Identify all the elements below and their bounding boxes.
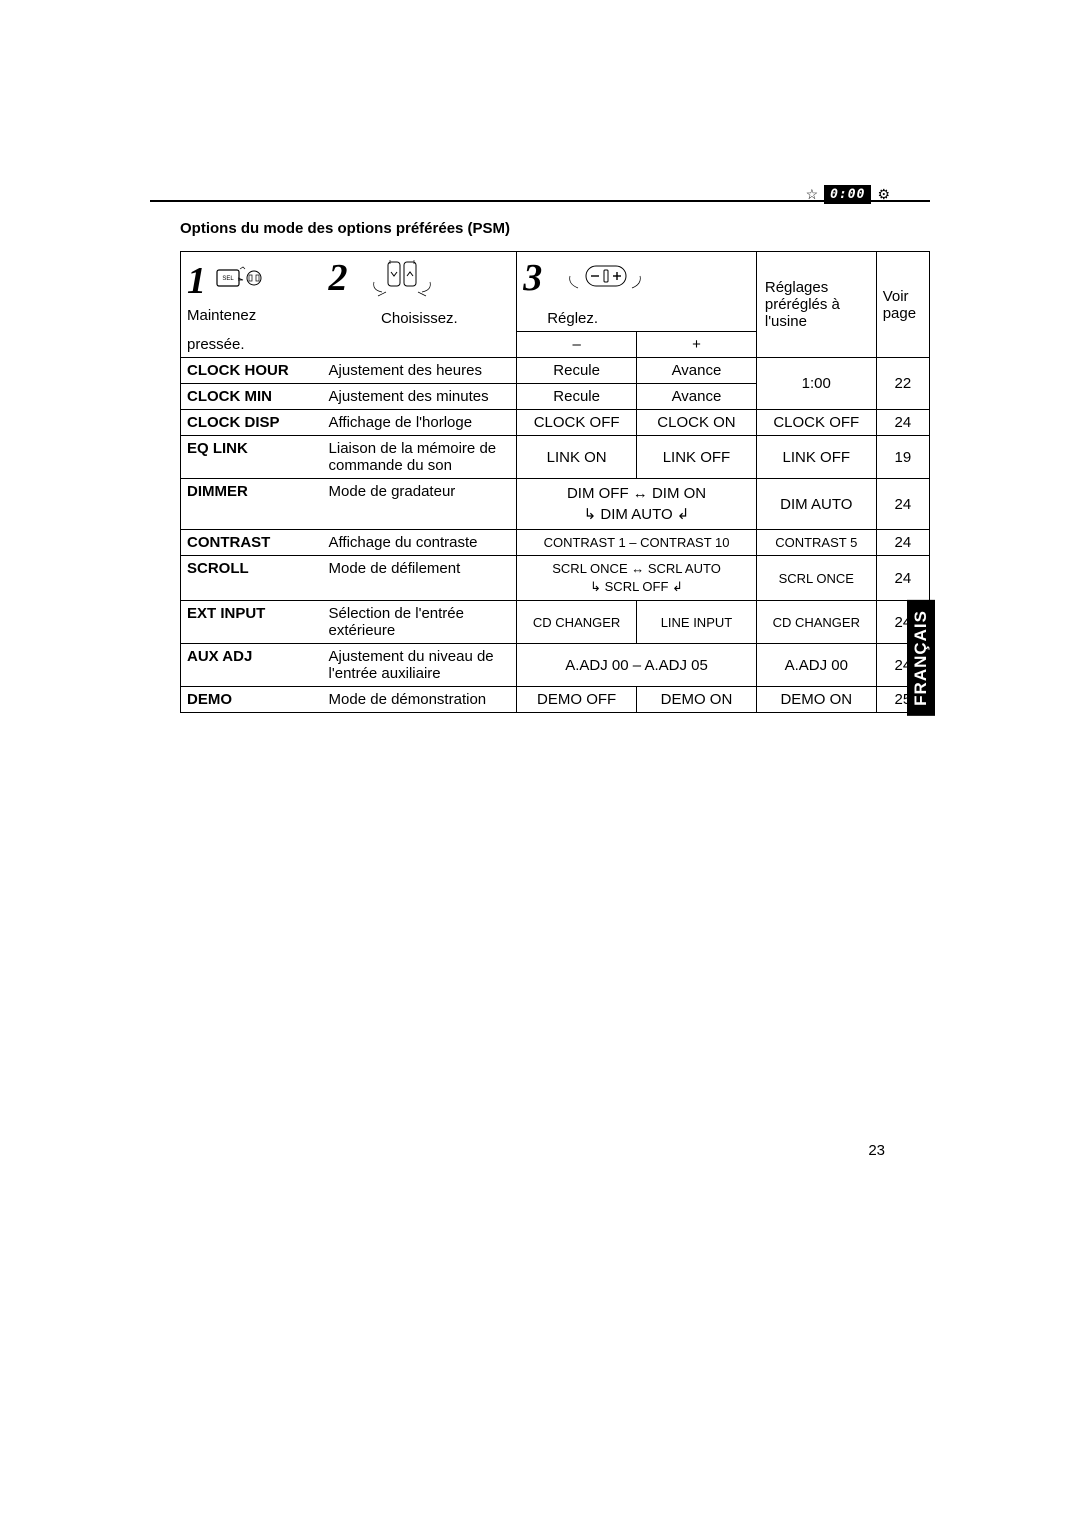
psm-desc: Mode de gradateur <box>323 479 517 530</box>
psm-desc: Liaison de la mémoire de commande du son <box>323 436 517 479</box>
table-row: SCROLL Mode de défilement SCRL ONCE ↔ SC… <box>181 556 930 601</box>
step1-label2: pressée. <box>181 332 323 358</box>
page-number: 23 <box>868 1142 885 1159</box>
updown-buttons-icon <box>368 256 438 306</box>
minus-header: – <box>517 332 637 358</box>
psm-name: CLOCK HOUR <box>181 358 323 384</box>
step2-number: 2 <box>329 256 348 300</box>
psm-minus: CD CHANGER <box>517 601 637 644</box>
table-row: EQ LINK Liaison de la mémoire de command… <box>181 436 930 479</box>
psm-plus: DEMO ON <box>637 687 757 713</box>
psm-factory: 1:00 <box>756 358 876 410</box>
psm-cycle: SCRL ONCE ↔ SCRL AUTO ↳ SCRL OFF ↲ <box>517 556 757 601</box>
psm-desc: Ajustement des heures <box>323 358 517 384</box>
psm-range: CONTRAST 1 – CONTRAST 10 <box>517 530 757 556</box>
psm-plus: Avance <box>637 358 757 384</box>
psm-desc: Mode de démonstration <box>323 687 517 713</box>
psm-name: AUX ADJ <box>181 644 323 687</box>
psm-page: 19 <box>876 436 929 479</box>
psm-page: 24 <box>876 479 929 530</box>
page-header: Voir page <box>876 252 929 358</box>
psm-name: CLOCK DISP <box>181 410 323 436</box>
minus-plus-buttons-icon <box>562 256 648 306</box>
psm-plus: Avance <box>637 384 757 410</box>
psm-name: EXT INPUT <box>181 601 323 644</box>
table-row: EXT INPUT Sélection de l'entrée extérieu… <box>181 601 930 644</box>
psm-name: CLOCK MIN <box>181 384 323 410</box>
step1-label: Maintenez <box>187 307 317 324</box>
psm-desc: Sélection de l'entrée extérieure <box>323 601 517 644</box>
psm-desc: Ajustement des minutes <box>323 384 517 410</box>
psm-plus: CLOCK ON <box>637 410 757 436</box>
psm-factory: LINK OFF <box>756 436 876 479</box>
table-row: DIMMER Mode de gradateur DIM OFF ↔ DIM O… <box>181 479 930 530</box>
star-icon: ☆ <box>806 186 819 203</box>
factory-header: Réglages préréglés à l'usine <box>756 252 876 358</box>
plus-header: + <box>637 332 757 358</box>
section-title: Options du mode des options préférées (P… <box>180 220 930 237</box>
psm-range: A.ADJ 00 – A.ADJ 05 <box>517 644 757 687</box>
psm-name: EQ LINK <box>181 436 323 479</box>
psm-factory: CLOCK OFF <box>756 410 876 436</box>
psm-factory: SCRL ONCE <box>756 556 876 601</box>
psm-name: DIMMER <box>181 479 323 530</box>
step3-label: Réglez. <box>523 310 750 327</box>
table-row: AUX ADJ Ajustement du niveau de l'entrée… <box>181 644 930 687</box>
psm-name: SCROLL <box>181 556 323 601</box>
psm-page: 24 <box>876 556 929 601</box>
header-icons: ☆ 0:00 ⚙ <box>806 185 890 204</box>
psm-minus: LINK ON <box>517 436 637 479</box>
step3-number: 3 <box>523 256 542 300</box>
table-row: DEMO Mode de démonstration DEMO OFF DEMO… <box>181 687 930 713</box>
language-tab: FRANÇAIS <box>907 600 935 716</box>
psm-minus: Recule <box>517 358 637 384</box>
table-row: CLOCK DISP Affichage de l'horloge CLOCK … <box>181 410 930 436</box>
step1-number: 1 <box>187 259 206 303</box>
table-row: CONTRAST Affichage du contraste CONTRAST… <box>181 530 930 556</box>
step2-label: Choisissez. <box>329 310 511 327</box>
gear-icon: ⚙ <box>877 186 890 203</box>
psm-factory: A.ADJ 00 <box>756 644 876 687</box>
psm-desc: Affichage du contraste <box>323 530 517 556</box>
lcd-display-icon: 0:00 <box>824 185 871 204</box>
step3-cell: 3 Réglez. <box>517 252 757 332</box>
psm-factory: DEMO ON <box>756 687 876 713</box>
step1-cell: 1 SEL Maintenez <box>181 252 323 332</box>
psm-factory: DIM AUTO <box>756 479 876 530</box>
psm-factory: CD CHANGER <box>756 601 876 644</box>
svg-text:SEL: SEL <box>222 276 234 282</box>
psm-table: 1 SEL Maintenez <box>180 251 930 713</box>
psm-desc: Mode de défilement <box>323 556 517 601</box>
psm-desc: Ajustement du niveau de l'entrée auxilia… <box>323 644 517 687</box>
table-row: CLOCK HOUR Ajustement des heures Recule … <box>181 358 930 384</box>
psm-page: 24 <box>876 530 929 556</box>
step2-cell: 2 <box>323 252 517 332</box>
psm-minus: CLOCK OFF <box>517 410 637 436</box>
psm-name: DEMO <box>181 687 323 713</box>
psm-cycle: DIM OFF ↔ DIM ON ↳ DIM AUTO ↲ <box>517 479 757 530</box>
psm-desc: Affichage de l'horloge <box>323 410 517 436</box>
psm-minus: Recule <box>517 384 637 410</box>
psm-factory: CONTRAST 5 <box>756 530 876 556</box>
psm-plus: LINK OFF <box>637 436 757 479</box>
psm-minus: DEMO OFF <box>517 687 637 713</box>
sel-button-icon: SEL <box>216 264 264 298</box>
psm-plus: LINE INPUT <box>637 601 757 644</box>
empty-cell <box>323 332 517 358</box>
psm-page: 22 <box>876 358 929 410</box>
psm-page: 24 <box>876 410 929 436</box>
psm-name: CONTRAST <box>181 530 323 556</box>
